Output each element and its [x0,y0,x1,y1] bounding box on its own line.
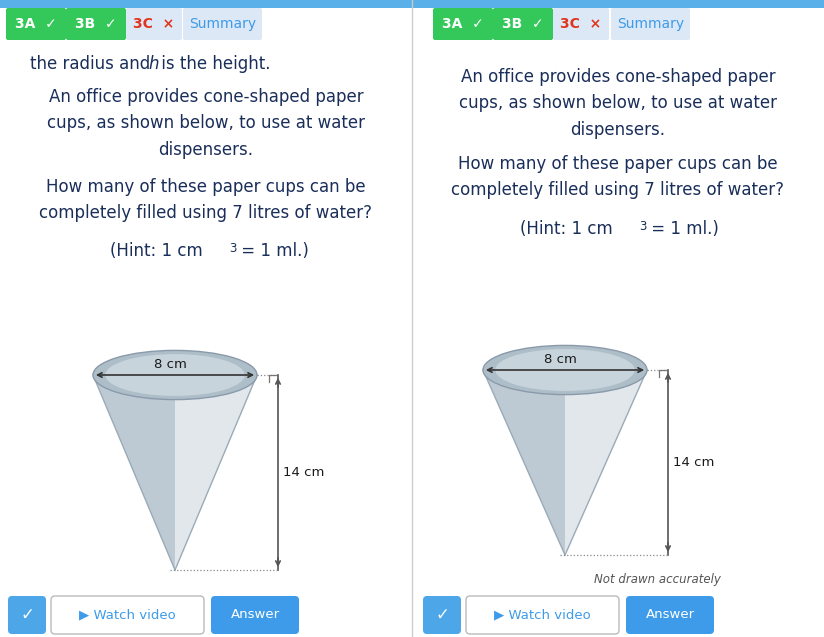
Ellipse shape [483,345,647,394]
FancyBboxPatch shape [6,8,66,40]
FancyBboxPatch shape [211,596,299,634]
Text: 14 cm: 14 cm [673,456,714,469]
Text: 3A  ✓: 3A ✓ [15,17,57,31]
Polygon shape [175,375,257,570]
Text: 3C  ×: 3C × [560,17,602,31]
FancyBboxPatch shape [423,596,461,634]
Polygon shape [93,375,175,570]
Text: ▶ Watch video: ▶ Watch video [494,608,590,622]
Text: 3: 3 [639,220,646,233]
FancyBboxPatch shape [126,8,182,40]
Text: the radius and: the radius and [30,55,156,73]
Text: An office provides cone-shaped paper
cups, as shown below, to use at water
dispe: An office provides cone-shaped paper cup… [459,68,777,139]
FancyBboxPatch shape [493,8,553,40]
Text: 3: 3 [229,242,236,255]
Text: 3C  ×: 3C × [133,17,175,31]
FancyBboxPatch shape [466,596,619,634]
Text: 8 cm: 8 cm [153,358,186,371]
Text: (Hint: 1 cm: (Hint: 1 cm [110,242,203,260]
Text: ✓: ✓ [435,606,449,624]
Text: How many of these paper cups can be
completely filled using 7 litres of water?: How many of these paper cups can be comp… [40,178,372,222]
Text: Not drawn accurately: Not drawn accurately [593,573,720,586]
Polygon shape [565,370,647,555]
Text: 3B  ✓: 3B ✓ [75,17,117,31]
Text: (Hint: 1 cm: (Hint: 1 cm [520,220,613,238]
Text: ✓: ✓ [20,606,34,624]
Text: Summary: Summary [189,17,256,31]
FancyBboxPatch shape [626,596,714,634]
Bar [0,0,824,8]
Text: 3A  ✓: 3A ✓ [442,17,484,31]
Text: h: h [148,55,158,73]
Text: Answer: Answer [645,608,695,622]
Text: is the height.: is the height. [156,55,270,73]
Polygon shape [483,370,565,555]
Ellipse shape [93,350,257,399]
Text: 3B  ✓: 3B ✓ [502,17,544,31]
Text: 14 cm: 14 cm [283,466,325,479]
FancyBboxPatch shape [433,8,493,40]
Text: An office provides cone-shaped paper
cups, as shown below, to use at water
dispe: An office provides cone-shaped paper cup… [47,88,365,159]
Text: = 1 ml.): = 1 ml.) [236,242,309,260]
Text: Summary: Summary [617,17,684,31]
Text: = 1 ml.): = 1 ml.) [646,220,719,238]
Ellipse shape [495,349,634,391]
FancyBboxPatch shape [183,8,262,40]
FancyBboxPatch shape [66,8,126,40]
Text: ▶ Watch video: ▶ Watch video [78,608,176,622]
Text: How many of these paper cups can be
completely filled using 7 litres of water?: How many of these paper cups can be comp… [452,155,784,199]
Text: 8 cm: 8 cm [544,353,577,366]
FancyBboxPatch shape [611,8,690,40]
Polygon shape [93,375,257,570]
FancyBboxPatch shape [8,596,46,634]
FancyBboxPatch shape [51,596,204,634]
Ellipse shape [105,354,245,396]
Text: Answer: Answer [231,608,279,622]
Polygon shape [483,370,647,555]
FancyBboxPatch shape [553,8,609,40]
